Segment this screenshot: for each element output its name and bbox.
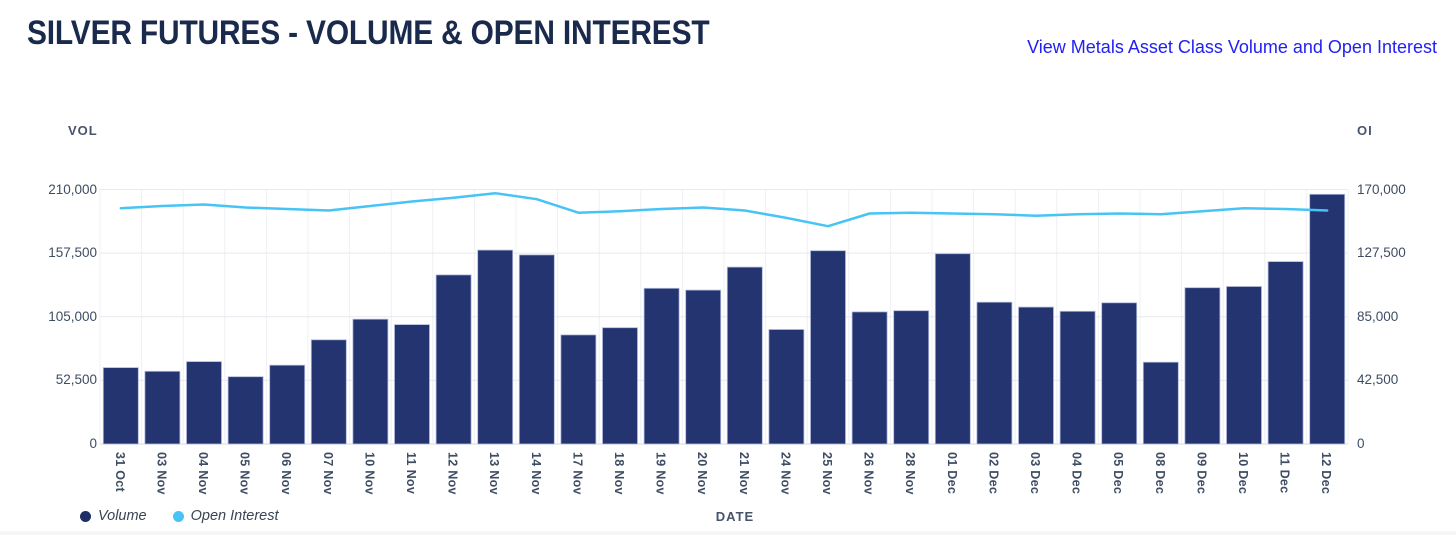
legend: Volume Open Interest (80, 508, 279, 524)
volume-bar[interactable] (310, 339, 347, 445)
volume-bar[interactable] (976, 301, 1013, 445)
x-tick-label: 17 Nov (570, 452, 585, 495)
y-tick-label-left: 157,500 (48, 245, 97, 261)
x-tick-label: 26 Nov (861, 452, 876, 495)
legend-label-volume: Volume (98, 508, 147, 524)
volume-bar[interactable] (394, 324, 430, 445)
x-tick-label: 10 Dec (1236, 452, 1250, 495)
volume-bar[interactable] (685, 289, 722, 445)
volume-bar[interactable] (602, 327, 638, 445)
bottom-divider (0, 531, 1456, 535)
x-tick-label: 04 Dec (1069, 452, 1084, 495)
x-tick-label: 12 Dec (1319, 452, 1334, 495)
volume-bar[interactable] (1226, 286, 1262, 445)
x-tick-label: 19 Nov (653, 452, 668, 495)
volume-bar[interactable] (186, 361, 222, 445)
x-tick-label: 14 Nov (528, 452, 543, 495)
x-tick-label: 28 Nov (903, 452, 918, 495)
metals-asset-class-link[interactable]: View Metals Asset Class Volume and Open … (1027, 37, 1437, 57)
x-tick-label: 06 Nov (279, 452, 294, 495)
x-tick-label: 11 Dec (1277, 452, 1292, 494)
y-tick-label-right: 85,000 (1357, 308, 1399, 324)
y-tick-label-right: 127,500 (1357, 245, 1406, 261)
x-tick-label: 09 Dec (1194, 452, 1209, 495)
x-tick-label: 11 Nov (404, 452, 418, 495)
x-tick-label: 31 Oct (112, 452, 127, 493)
legend-label-open-interest: Open Interest (190, 508, 279, 524)
x-tick-label: 21 Nov (736, 452, 751, 495)
volume-bar[interactable] (144, 370, 181, 445)
volume-bar[interactable] (227, 376, 264, 445)
x-tick-label: 08 Dec (1152, 452, 1167, 495)
volume-bar[interactable] (1142, 361, 1179, 445)
x-tick-label: 10 Nov (362, 452, 377, 495)
volume-bar[interactable] (102, 367, 139, 445)
x-tick-label: 05 Dec (1111, 452, 1126, 495)
volume-bar[interactable] (768, 329, 805, 445)
y-tick-label-left: 210,000 (48, 181, 97, 197)
x-tick-label: 20 Nov (695, 452, 710, 495)
volume-bar[interactable] (560, 334, 597, 445)
volume-bar[interactable] (352, 318, 389, 445)
volume-bar[interactable] (1018, 306, 1054, 445)
x-tick-label: 25 Nov (820, 452, 834, 495)
x-tick-label: 01 Dec (944, 452, 959, 495)
page-title: SILVER FUTURES - VOLUME & OPEN INTEREST (27, 14, 710, 52)
volume-bar[interactable] (893, 310, 930, 445)
x-tick-label: 04 Nov (196, 452, 210, 495)
y-tick-label-left: 52,500 (55, 372, 97, 388)
volume-bar[interactable] (1267, 261, 1304, 445)
left-axis-title: VOL (68, 123, 98, 138)
y-tick-label-left: 0 (89, 436, 97, 451)
y-tick-label-right: 170,000 (1357, 181, 1406, 197)
x-tick-label: 07 Nov (320, 452, 335, 495)
volume-bar[interactable] (1059, 310, 1096, 445)
x-tick-label: 12 Nov (445, 452, 460, 495)
right-axis-title: OI (1357, 123, 1373, 138)
open-interest-legend-dot-icon (172, 510, 184, 522)
volume-bar[interactable] (851, 311, 888, 445)
volume-bar[interactable] (1101, 302, 1138, 445)
open-interest-line[interactable] (119, 191, 1329, 228)
x-tick-label: 13 Nov (487, 452, 502, 495)
volume-legend-dot-icon (80, 510, 91, 522)
y-tick-label-right: 42,500 (1357, 372, 1399, 388)
volume-bar[interactable] (643, 287, 680, 445)
y-tick-label-left: 105,000 (48, 308, 97, 324)
volume-bar[interactable] (934, 253, 971, 445)
x-axis-title: DATE (715, 509, 755, 524)
legend-item-open-interest[interactable]: Open Interest (172, 508, 279, 524)
volume-bar[interactable] (1184, 287, 1221, 445)
volume-bar[interactable] (269, 364, 306, 445)
x-tick-label: 05 Nov (237, 452, 252, 495)
legend-item-volume[interactable]: Volume (80, 508, 147, 524)
volume-bar[interactable] (435, 274, 472, 445)
x-tick-label: 18 Nov (612, 452, 626, 495)
x-tick-label: 24 Nov (778, 452, 793, 495)
volume-bar[interactable] (518, 254, 555, 445)
volume-bar[interactable] (726, 266, 763, 445)
volume-bar[interactable] (810, 250, 846, 445)
y-tick-label-right: 0 (1357, 436, 1365, 451)
x-tick-label: 02 Dec (986, 452, 1001, 495)
x-tick-label: 03 Nov (154, 452, 169, 495)
x-tick-label: 03 Dec (1028, 452, 1042, 495)
volume-bar[interactable] (477, 249, 514, 445)
volume-bar[interactable] (1309, 193, 1346, 445)
